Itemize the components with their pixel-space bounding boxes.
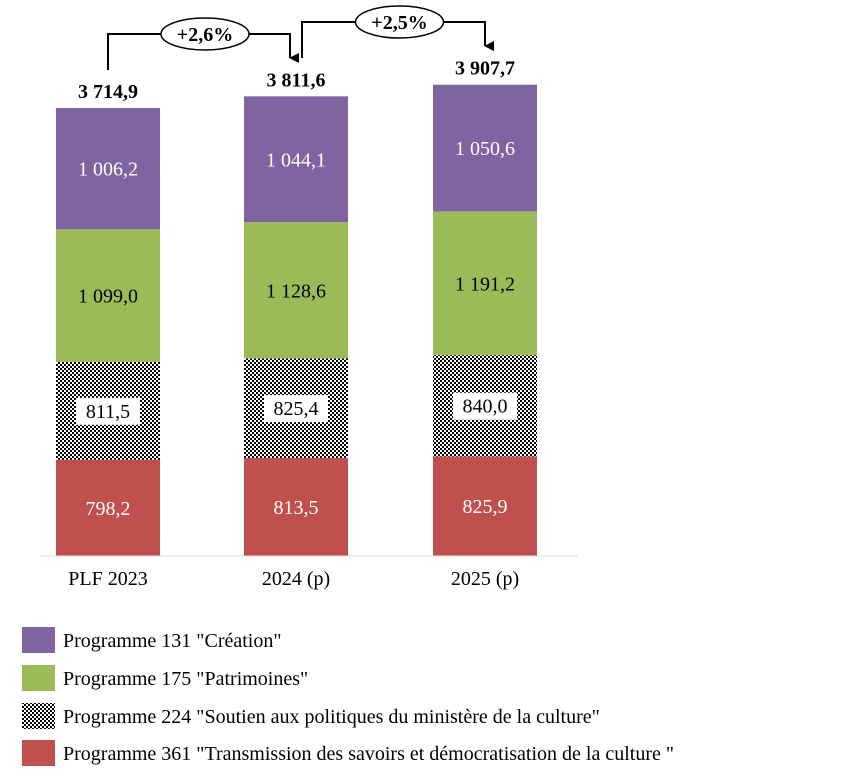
- bar-segment: [433, 211, 537, 356]
- bar-segment: [244, 222, 348, 359]
- bar-segment: [433, 456, 537, 556]
- bar-segment: [56, 459, 160, 556]
- data-label: 813,5: [274, 497, 319, 519]
- legend-label: Programme 224 "Soutien aux politiques du…: [63, 706, 600, 728]
- data-label: 840,0: [463, 396, 508, 418]
- growth-bubble: [160, 17, 250, 51]
- x-tick-label: PLF 2023: [68, 568, 147, 590]
- data-label-background: [264, 395, 328, 423]
- bar-segment: [244, 96, 348, 223]
- data-label: 1 050,6: [455, 138, 515, 160]
- legend-swatch: [22, 665, 55, 691]
- legend-swatch: [22, 703, 55, 729]
- total-label: 3 907,7: [455, 58, 515, 80]
- x-tick-label: 2024 (p): [262, 568, 330, 590]
- growth-label: +2,5%: [371, 12, 427, 34]
- data-label: 1 191,2: [455, 273, 515, 295]
- data-label: 811,5: [86, 401, 130, 423]
- data-label-background: [453, 392, 517, 420]
- data-label: 825,9: [463, 496, 508, 518]
- bar-segment: [56, 229, 160, 362]
- legend-label: Programme 175 "Patrimoines": [63, 668, 308, 690]
- total-label: 3 714,9: [78, 81, 138, 103]
- data-label: 1 006,2: [78, 159, 138, 181]
- total-label: 3 811,6: [267, 69, 326, 91]
- data-label: 798,2: [86, 498, 131, 520]
- data-label: 1 128,6: [266, 280, 326, 302]
- data-label: 825,4: [274, 398, 319, 420]
- legend-swatch: [22, 740, 55, 766]
- bar-segment: [56, 107, 160, 230]
- data-label: 1 044,1: [266, 149, 326, 171]
- legend-label: Programme 361 "Transmission des savoirs …: [63, 743, 674, 765]
- growth-label: +2,6%: [177, 24, 233, 46]
- data-label-background: [76, 397, 140, 425]
- data-label: 1 099,0: [78, 286, 138, 308]
- bar-segment: [244, 457, 348, 556]
- growth-bubble: [354, 5, 445, 39]
- legend-label: Programme 131 "Création": [63, 630, 282, 652]
- legend-swatch: [22, 627, 55, 653]
- x-tick-label: 2025 (p): [451, 568, 519, 590]
- bar-segment: [433, 84, 537, 212]
